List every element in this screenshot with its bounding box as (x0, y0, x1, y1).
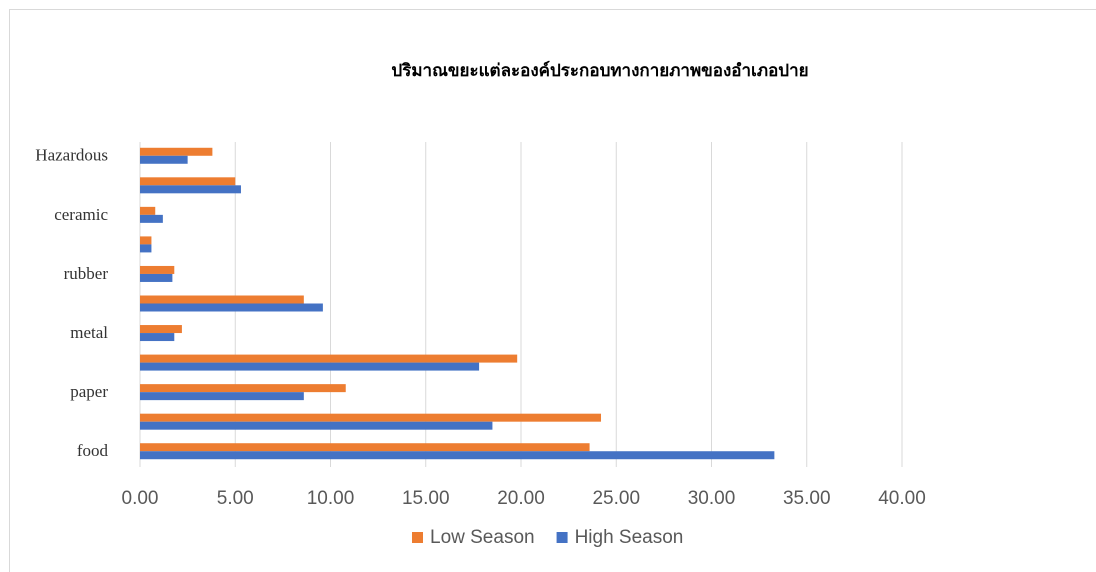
legend-label: Low Season (430, 527, 535, 548)
chart-frame (9, 9, 1096, 572)
x-tick-label: 30.00 (688, 488, 736, 509)
x-tick-label: 20.00 (497, 488, 545, 509)
bar (140, 303, 323, 312)
bar (140, 392, 304, 401)
bar (140, 206, 156, 215)
bar (140, 333, 175, 342)
legend-label: High Season (575, 527, 684, 548)
y-tick-label: paper (70, 382, 108, 401)
bar (140, 362, 480, 371)
legend-swatch (556, 532, 568, 543)
bar (140, 177, 236, 186)
x-tick-label: 10.00 (307, 488, 355, 509)
y-tick-label: rubber (64, 264, 109, 283)
legend-swatch (412, 532, 423, 543)
bar (140, 295, 304, 304)
bar (140, 354, 518, 363)
bar (140, 236, 152, 245)
bar (140, 451, 775, 460)
x-tick-label: 5.00 (217, 488, 254, 509)
bar (140, 155, 188, 164)
bar (140, 384, 346, 393)
bar (140, 185, 241, 194)
x-tick-label: 25.00 (592, 488, 640, 509)
bar (140, 273, 173, 282)
bar (140, 325, 182, 334)
x-tick-label: 40.00 (878, 488, 926, 509)
bar (140, 421, 493, 430)
bar (140, 443, 590, 452)
y-tick-label: Hazardous (35, 146, 108, 165)
y-tick-label: metal (70, 323, 108, 342)
bar (140, 244, 152, 253)
chart-title: ปริมาณขยะแต่ละองค์ประกอบทางกายภาพของอำเภ… (391, 60, 808, 80)
bar (140, 265, 175, 274)
y-tick-label: food (77, 441, 109, 460)
y-tick-label: ceramic (54, 205, 108, 224)
bar (140, 147, 213, 156)
bar (140, 214, 163, 223)
x-tick-label: 15.00 (402, 488, 450, 509)
bar (140, 413, 602, 422)
x-tick-label: 0.00 (122, 488, 159, 509)
x-tick-label: 35.00 (783, 488, 831, 509)
